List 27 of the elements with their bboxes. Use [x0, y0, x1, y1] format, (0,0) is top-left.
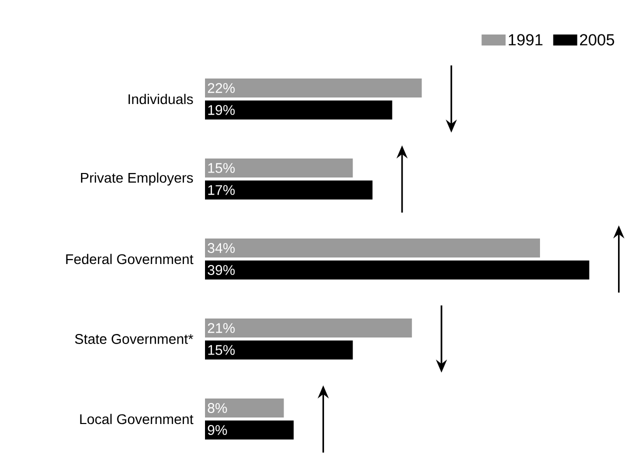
legend-label: 1991	[508, 34, 542, 46]
data-label: 15%	[208, 163, 235, 173]
y-tick-label: Private Employers	[81, 172, 193, 186]
data-label: 8%	[208, 403, 227, 413]
bar	[205, 340, 353, 360]
y-tick-label: State Government*	[75, 334, 194, 344]
y-tick-label: Local Government	[80, 414, 194, 424]
data-label: 21%	[208, 323, 235, 333]
data-label: 9%	[208, 425, 227, 435]
data-label: 17%	[208, 185, 235, 195]
data-label: 22%	[208, 83, 235, 93]
bar	[205, 260, 590, 280]
y-tick-label: Individuals	[128, 94, 193, 104]
bar	[205, 318, 412, 338]
data-label: 34%	[208, 243, 235, 253]
bar	[205, 158, 353, 178]
data-label: 19%	[208, 105, 235, 115]
bar	[205, 100, 392, 120]
bar	[205, 398, 284, 418]
data-label: 39%	[208, 265, 235, 275]
bar	[205, 238, 540, 258]
bar	[205, 78, 422, 98]
bar	[205, 420, 294, 440]
legend-label: 2005	[580, 34, 614, 46]
bar	[205, 180, 372, 200]
data-label: 15%	[208, 345, 235, 355]
y-tick-label: Federal Government	[66, 254, 194, 264]
